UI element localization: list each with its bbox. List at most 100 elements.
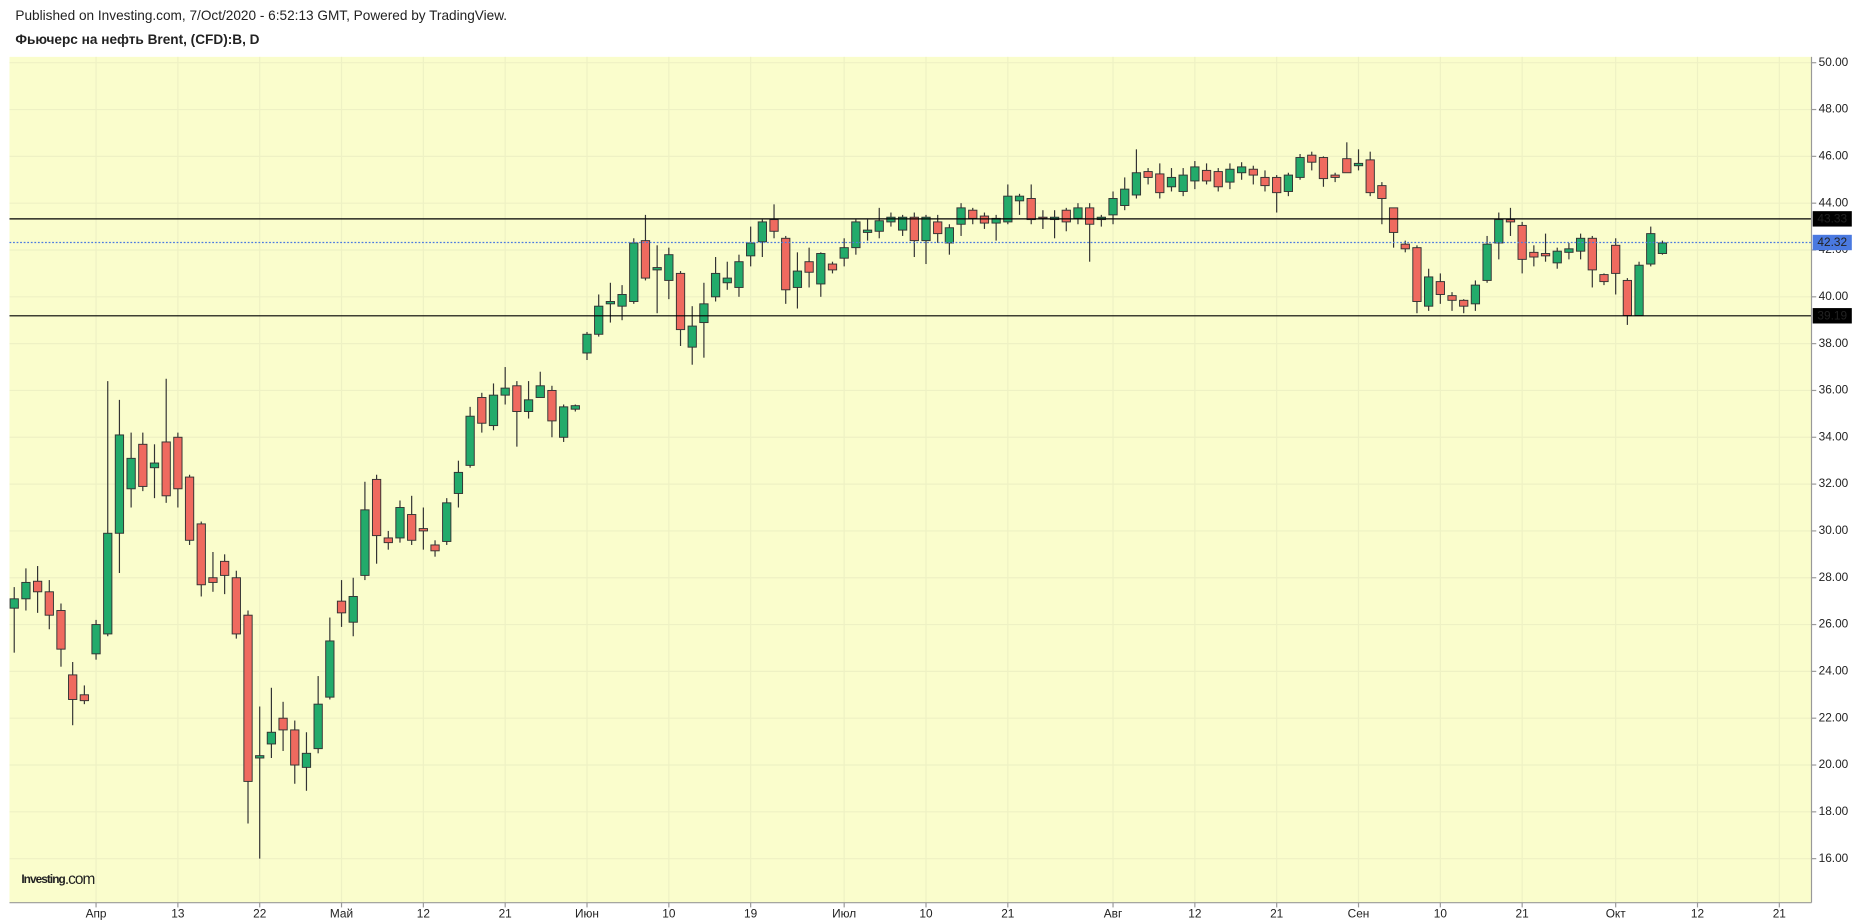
candle-body	[559, 406, 569, 438]
candle-body	[582, 333, 592, 354]
x-tick-label: 12	[1188, 907, 1201, 921]
candle-body	[1307, 154, 1317, 163]
candle-body	[9, 598, 19, 609]
candle-body	[1634, 264, 1644, 317]
watermark-suffix: .com	[65, 871, 95, 888]
candle-body	[79, 694, 89, 702]
candle-body	[336, 600, 347, 614]
x-tick-label: 10	[662, 907, 676, 921]
candle-body	[523, 399, 534, 413]
candle-body	[862, 229, 873, 233]
y-tick-label: 30.00	[1819, 523, 1849, 537]
chart-title: Фьючерс на нефть Brent, (CFD):B, D	[15, 32, 259, 47]
candle-body	[792, 270, 803, 288]
x-tick-label: Окт	[1606, 907, 1627, 921]
candle-body	[839, 247, 849, 259]
candle-body	[1143, 171, 1153, 178]
x-tick-label: Апр	[86, 907, 107, 921]
candle-body	[827, 263, 838, 271]
x-tick-label: Май	[330, 907, 353, 921]
candle-body	[1120, 188, 1130, 206]
candle-body	[1038, 216, 1048, 219]
y-tick-label: 28.00	[1819, 570, 1849, 584]
candle-body	[220, 560, 230, 576]
candle-body	[477, 397, 487, 424]
y-tick-label: 22.00	[1819, 710, 1849, 724]
x-tick-label: 10	[1434, 907, 1448, 921]
candle-body	[1295, 157, 1305, 178]
candle-body	[266, 731, 277, 745]
candle-body	[722, 277, 732, 284]
candle-body	[710, 272, 721, 298]
candle-body	[804, 261, 814, 273]
candle-body	[383, 537, 393, 544]
candle-body	[1061, 209, 1071, 223]
x-tick-label: Авг	[1104, 907, 1123, 921]
candle-body	[1657, 242, 1668, 254]
candle-body	[1213, 171, 1223, 188]
candle-body	[21, 581, 31, 600]
candle-body	[1318, 157, 1329, 180]
candle-body	[313, 703, 323, 750]
candle-body	[1587, 237, 1597, 271]
candle-body	[1260, 176, 1270, 187]
candle-body	[407, 514, 417, 541]
y-tick-label: 20.00	[1819, 757, 1849, 771]
candle-body	[1225, 168, 1235, 183]
x-tick-label: 12	[417, 907, 430, 921]
x-tick-label: 21	[499, 907, 513, 921]
level-label: 43.33	[1817, 212, 1847, 226]
candle-body	[781, 237, 791, 291]
candle-body	[173, 436, 183, 490]
candle-body	[897, 216, 908, 231]
candle-body	[1435, 281, 1445, 295]
candle-body	[1003, 195, 1013, 223]
candle-body	[1085, 207, 1095, 225]
x-tick-label: Июл	[832, 907, 856, 921]
candle-body	[535, 385, 545, 398]
candle-body	[629, 242, 639, 302]
candle-body	[1178, 174, 1188, 192]
candle-body	[1575, 237, 1586, 252]
candle-body	[921, 216, 931, 242]
candle-body	[255, 755, 265, 759]
candle-body	[769, 219, 779, 232]
candle-body	[114, 434, 125, 534]
candle-body	[325, 640, 335, 698]
candle-body	[1014, 195, 1025, 202]
level-label: 39.19	[1817, 309, 1847, 323]
candle-body	[442, 502, 452, 542]
candle-body	[1400, 243, 1410, 250]
candle-body	[1026, 198, 1036, 221]
x-tick-label: Сен	[1348, 907, 1370, 921]
y-tick-label: 26.00	[1819, 617, 1849, 631]
candle-body	[1494, 219, 1504, 244]
candle-body	[208, 577, 218, 583]
candle-body	[1459, 299, 1469, 307]
candle-body	[418, 528, 428, 532]
candle-body	[290, 729, 300, 766]
y-tick-label: 16.00	[1819, 851, 1849, 865]
candle-body	[103, 532, 113, 635]
candle-body	[816, 253, 826, 285]
candle-body	[933, 221, 943, 235]
candle-body	[161, 441, 171, 497]
candle-body	[243, 614, 253, 782]
candle-body	[687, 325, 697, 348]
candle-body	[909, 216, 919, 242]
candle-body	[699, 303, 709, 324]
candle-body	[944, 227, 955, 244]
candle-body	[1552, 250, 1562, 264]
y-tick-label: 18.00	[1819, 804, 1849, 818]
plot-area	[9, 56, 1812, 903]
candle-body	[652, 267, 662, 271]
candle-body	[301, 752, 312, 768]
y-tick-label: 50.00	[1819, 55, 1849, 69]
candle-body	[617, 294, 627, 307]
candle-body	[1611, 244, 1621, 274]
candle-body	[1108, 198, 1118, 216]
candle-body	[32, 580, 43, 593]
y-tick-label: 44.00	[1819, 195, 1849, 209]
candle-body	[1646, 233, 1656, 265]
